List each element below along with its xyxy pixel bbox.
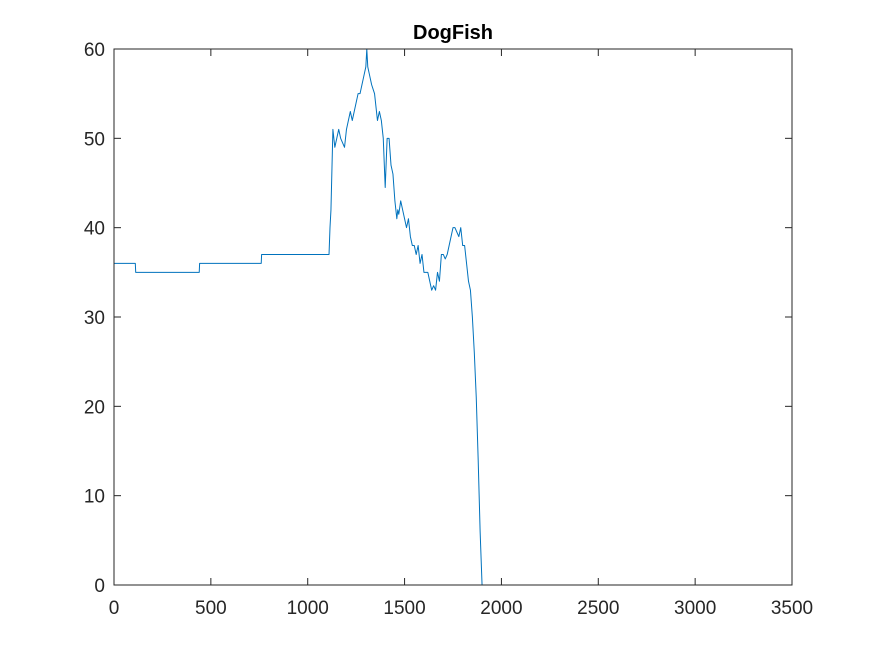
- y-tick-label: 10: [84, 487, 105, 508]
- y-tick-label: 60: [84, 40, 105, 61]
- y-tick-label: 0: [94, 576, 105, 597]
- y-tick-label: 50: [84, 129, 105, 150]
- series-layer: [114, 48, 711, 586]
- x-tick-label: 3000: [674, 598, 716, 619]
- x-axis-ticks: 0 500 1000 1500 2000 2500 3000 3500: [109, 49, 813, 619]
- chart-title: DogFish: [413, 22, 493, 44]
- plot-area: [114, 49, 792, 585]
- x-tick-label: 2000: [480, 598, 522, 619]
- y-tick-label: 40: [84, 219, 105, 240]
- x-tick-label: 1000: [287, 598, 329, 619]
- y-tick-label: 20: [84, 397, 105, 418]
- series-line-0: [114, 48, 711, 586]
- x-tick-label: 0: [109, 598, 120, 619]
- x-tick-label: 1500: [383, 598, 425, 619]
- y-axis-ticks: 0 10 20 30 40 50 60: [84, 40, 792, 597]
- x-tick-label: 2500: [577, 598, 619, 619]
- y-tick-label: 30: [84, 308, 105, 329]
- x-tick-label: 3500: [771, 598, 813, 619]
- x-tick-label: 500: [195, 598, 227, 619]
